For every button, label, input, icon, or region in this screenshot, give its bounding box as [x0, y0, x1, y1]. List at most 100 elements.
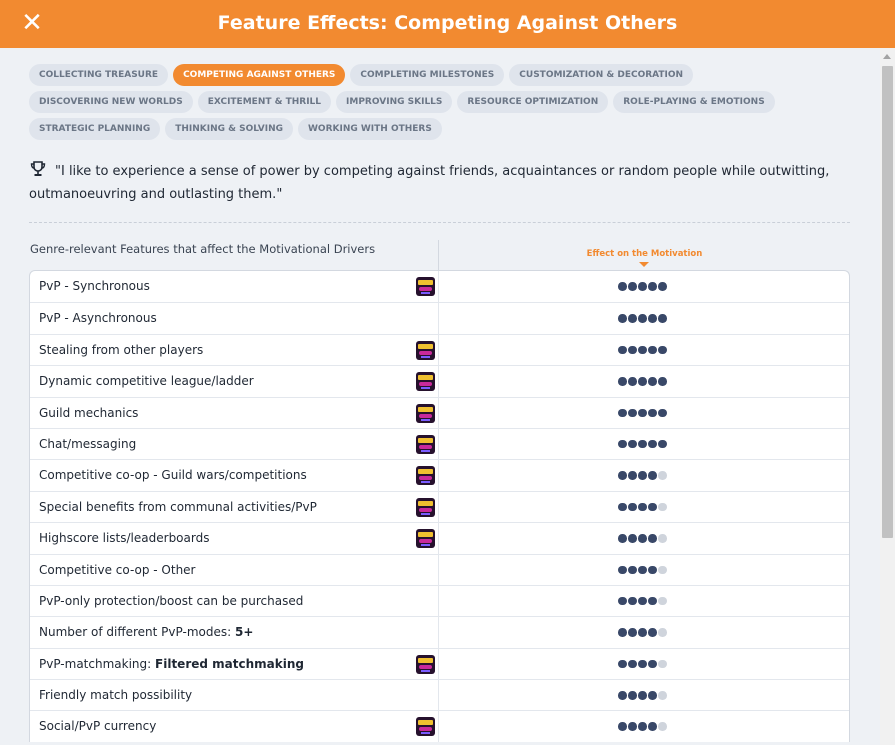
rating-dot-empty [658, 628, 667, 637]
rating-dot-empty [658, 659, 667, 669]
tag-improving-skills[interactable]: IMPROVING SKILLS [336, 91, 453, 113]
rating-dot-filled [638, 408, 647, 418]
rating-dot-filled [618, 565, 627, 575]
close-button[interactable]: ✕ [20, 10, 44, 36]
game-app-icon[interactable] [416, 372, 435, 392]
rating-dot-filled [628, 282, 637, 291]
feature-name: Number of different PvP-modes: 5+ [39, 617, 253, 648]
cell-separator [438, 617, 439, 648]
game-app-icon[interactable] [416, 717, 435, 737]
feature-label: PvP - Synchronous [39, 279, 150, 293]
tag-collecting-treasure[interactable]: COLLECTING TREASURE [29, 64, 169, 86]
rating-dot-filled [648, 691, 657, 700]
feature-label: Special benefits from communal activitie… [39, 499, 317, 514]
effect-rating [618, 628, 668, 638]
rating-dot-empty [658, 502, 667, 512]
rating-dot-filled [618, 377, 627, 386]
feature-name: Special benefits from communal activitie… [39, 492, 317, 523]
cell-separator [438, 711, 439, 742]
table-row: PvP-only protection/boost can be purchas… [30, 584, 849, 617]
tag-customization-decoration[interactable]: CUSTOMIZATION & DECORATION [509, 64, 694, 86]
rating-dot-filled [618, 628, 627, 637]
feature-label: PvP-matchmaking: [39, 656, 152, 671]
tag-thinking-solving[interactable]: THINKING & SOLVING [165, 118, 293, 140]
feature-name: Dynamic competitive league/ladder [39, 366, 254, 397]
effect-rating [618, 282, 668, 292]
tag-working-with-others[interactable]: WORKING WITH OTHERS [298, 118, 442, 140]
trophy-icon [30, 161, 46, 176]
rating-dot-filled [618, 345, 627, 355]
table-row: Stealing from other players [30, 333, 849, 366]
game-app-icon[interactable] [416, 340, 435, 360]
scrollbar[interactable] [880, 48, 895, 745]
rating-dot-filled [618, 659, 627, 669]
feature-name: Competitive co-op - Guild wars/competiti… [39, 460, 307, 491]
tag-excitement-thrill[interactable]: EXCITEMENT & THRILL [197, 91, 332, 113]
motivation-quote: "I like to experience a sense of power b… [29, 160, 859, 206]
effect-rating [618, 408, 668, 419]
rating-dot-filled [618, 282, 627, 291]
rating-dot-filled [638, 314, 647, 323]
feature-label: Stealing from other players [39, 342, 204, 357]
table-row: Competitive co-op - Other [30, 553, 849, 586]
game-app-icon[interactable] [416, 277, 435, 296]
game-app-icon[interactable] [416, 497, 435, 517]
rating-dot-filled [658, 408, 667, 418]
game-app-icon[interactable] [416, 403, 435, 423]
table-row: Highscore lists/leaderboards [30, 522, 849, 554]
effect-rating [618, 471, 668, 481]
divider [29, 222, 850, 223]
cell-separator [438, 428, 439, 460]
game-app-icon[interactable] [416, 434, 435, 454]
rating-dot-filled [638, 722, 647, 731]
rating-dot-filled [638, 691, 647, 700]
tag-role-playing-emotions[interactable]: ROLE-PLAYING & EMOTIONS [613, 91, 775, 113]
feature-name: Competitive co-op - Other [39, 555, 196, 586]
cell-separator [438, 397, 439, 428]
rating-dot-filled [618, 596, 627, 606]
rating-dot-filled [618, 534, 627, 543]
effect-rating [618, 691, 668, 701]
table-row: Competitive co-op - Guild wars/competiti… [30, 459, 849, 491]
rating-dot-filled [638, 377, 647, 386]
feature-name: PvP - Asynchronous [39, 303, 157, 334]
table-row: Guild mechanics [30, 396, 849, 428]
game-app-icon[interactable] [416, 466, 435, 486]
table-row: Special benefits from communal activitie… [30, 490, 849, 523]
tag-completing-milestones[interactable]: COMPLETING MILESTONES [350, 64, 505, 86]
rating-dot-filled [648, 439, 657, 449]
table-row: Chat/messaging [30, 427, 849, 460]
scroll-up-icon[interactable] [883, 54, 891, 59]
tag-competing-against-others[interactable]: COMPETING AGAINST OTHERS [173, 64, 346, 86]
rating-dot-filled [658, 439, 667, 449]
tag-resource-optimization[interactable]: RESOURCE OPTIMIZATION [457, 91, 609, 113]
rating-dot-filled [648, 471, 657, 480]
rating-dot-empty [658, 722, 667, 731]
feature-label: Social/PvP currency [39, 719, 157, 734]
rating-dot-empty [658, 534, 667, 543]
effect-rating [618, 659, 668, 670]
table-row: PvP-matchmaking: Filtered matchmaking [30, 647, 849, 680]
rating-dot-filled [648, 377, 657, 386]
effect-rating [618, 596, 668, 607]
rating-dot-filled [628, 502, 637, 512]
game-app-icon[interactable] [416, 529, 435, 549]
feature-table: PvP - Synchronous PvP - Asynchronous Steal… [29, 270, 850, 742]
rating-dot-filled [628, 628, 637, 637]
feature-label: PvP - Asynchronous [39, 311, 157, 326]
rating-dot-filled [658, 377, 667, 386]
feature-label: Highscore lists/leaderboards [39, 531, 210, 546]
rating-dot-empty [658, 565, 667, 575]
feature-label: Guild mechanics [39, 405, 139, 420]
rating-dot-filled [658, 345, 667, 355]
rating-dot-filled [628, 408, 637, 418]
scrollbar-thumb[interactable] [882, 66, 893, 538]
rating-dot-filled [648, 408, 657, 418]
game-app-icon[interactable] [416, 654, 435, 674]
rating-dot-filled [648, 282, 657, 291]
tag-strategic-planning[interactable]: STRATEGIC PLANNING [29, 118, 161, 140]
rating-dot-filled [648, 565, 657, 575]
tag-discovering-new-worlds[interactable]: DISCOVERING NEW WORLDS [29, 91, 193, 113]
feature-name: PvP - Synchronous [39, 271, 150, 302]
effect-rating [618, 565, 668, 576]
